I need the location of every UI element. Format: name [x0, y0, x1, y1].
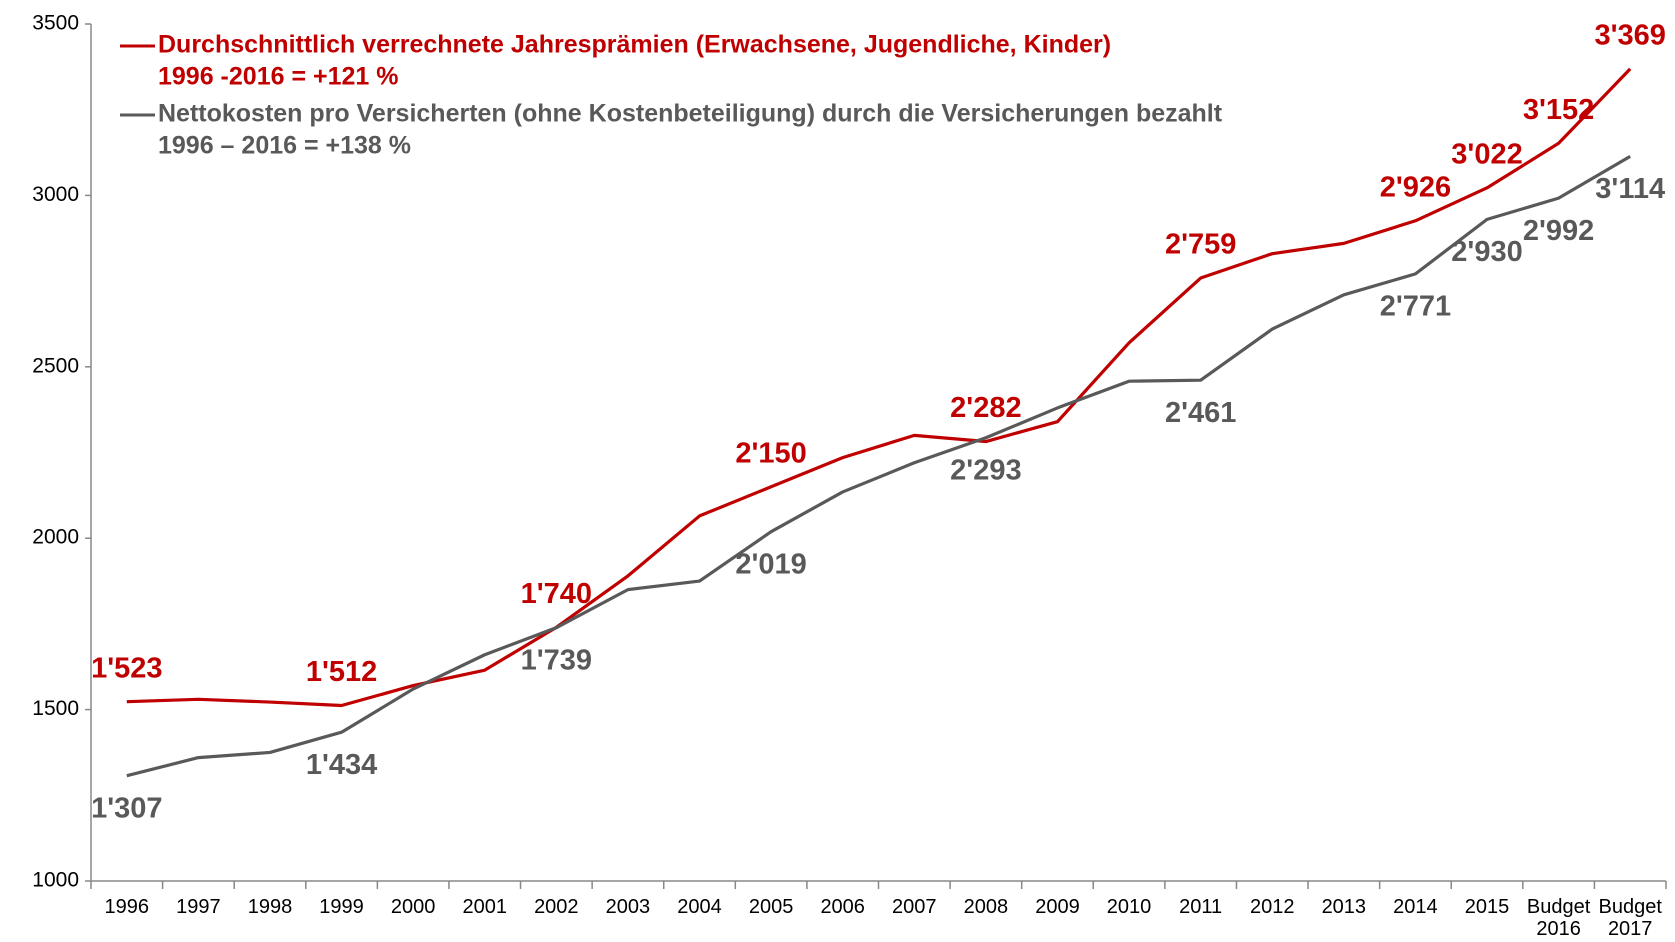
y-tick-label: 3500	[32, 12, 79, 35]
y-tick-label: 2500	[32, 354, 79, 377]
data-label: 1'740	[521, 578, 592, 610]
y-tick-label: 3000	[32, 183, 79, 206]
data-label: 3'369	[1594, 20, 1665, 52]
legend-note: 1996 – 2016 = +138 %	[158, 132, 411, 160]
x-tick-label: Budget 2017	[1598, 896, 1662, 940]
x-tick-label: 2000	[390, 896, 436, 918]
data-label: 2'930	[1451, 236, 1522, 268]
x-tick-label: 2010	[1106, 896, 1152, 918]
series-line	[126, 67, 1632, 708]
x-tick-label: 2014	[1393, 896, 1438, 918]
data-label: 1'434	[306, 749, 377, 781]
x-tick-label: 2001	[462, 896, 507, 918]
x-tick-label: 2005	[748, 896, 794, 918]
x-tick-label: 2002	[534, 896, 579, 918]
x-tick-label: Budget 2016	[1526, 896, 1591, 940]
data-label: 1'307	[91, 792, 162, 824]
x-tick-label: 2011	[1179, 896, 1223, 918]
series-line	[126, 154, 1632, 778]
x-tick-label: 1999	[319, 896, 364, 918]
x-tick-label: 2015	[1464, 896, 1510, 918]
legend-note: 1996 -2016 = +121 %	[158, 63, 398, 91]
y-tick-label: 1500	[32, 697, 79, 720]
data-label: 2'150	[735, 437, 806, 469]
x-tick-label: 2006	[820, 896, 865, 918]
x-tick-label: 1997	[176, 896, 221, 918]
data-label: 3'152	[1523, 94, 1594, 126]
data-label: 2'282	[950, 392, 1021, 424]
data-label: 2'926	[1380, 171, 1451, 203]
x-tick-label: 2004	[677, 896, 722, 918]
y-tick-label: 1000	[32, 869, 79, 892]
legend-label: Nettokosten pro Versicherten (ohne Koste…	[158, 100, 1223, 128]
data-label: 2'992	[1523, 215, 1594, 247]
legend-label: Durchschnittlich verrechnete Jahresprämi…	[158, 31, 1111, 59]
x-tick-label: 1996	[104, 896, 150, 918]
x-tick-label: 2012	[1249, 896, 1295, 918]
data-label: 3'022	[1451, 139, 1522, 171]
x-tick-label: 2013	[1321, 896, 1367, 918]
data-label: 2'759	[1165, 229, 1236, 261]
x-tick-label: 2003	[605, 896, 651, 918]
data-label: 3'114	[1595, 173, 1665, 205]
data-label: 1'512	[306, 656, 377, 688]
data-label: 2'019	[735, 548, 806, 580]
data-label: 1'523	[91, 652, 162, 684]
y-tick-label: 2000	[32, 526, 79, 549]
data-label: 2'293	[950, 454, 1021, 486]
x-tick-label: 2008	[963, 896, 1009, 918]
data-label: 1'739	[521, 644, 592, 676]
x-tick-label: 1998	[247, 896, 293, 918]
data-label: 2'461	[1165, 397, 1236, 429]
x-tick-label: 2009	[1035, 896, 1080, 918]
data-label: 2'771	[1380, 291, 1451, 323]
x-tick-label: 2007	[892, 896, 937, 918]
